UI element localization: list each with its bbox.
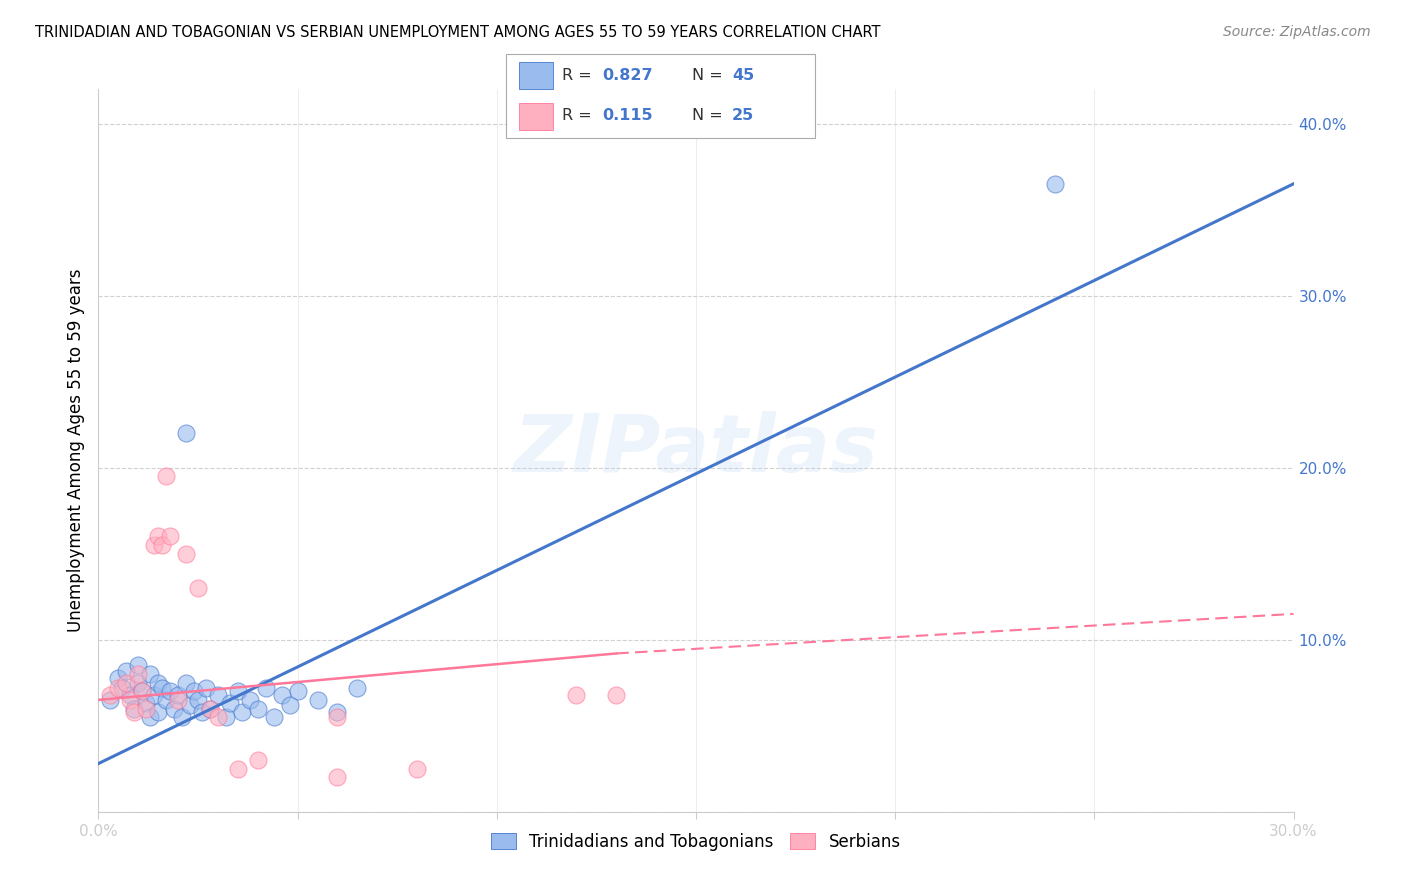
Point [143,688,166,702]
Point [98,693,122,707]
Point [346,681,368,695]
Point [163,701,186,715]
Text: 0.827: 0.827 [602,68,652,83]
Point [139,710,162,724]
Point [159,684,181,698]
Point [179,698,201,712]
Point [246,753,269,767]
Point [1043,177,1066,191]
Point [120,693,142,707]
Text: TRINIDADIAN AND TOBAGONIAN VS SERBIAN UNEMPLOYMENT AMONG AGES 55 TO 59 YEARS COR: TRINIDADIAN AND TOBAGONIAN VS SERBIAN UN… [35,25,880,40]
Point [326,770,349,784]
Point [278,698,301,712]
Point [172,710,194,724]
Point [167,688,190,702]
Point [219,696,242,710]
Point [287,684,309,698]
Point [187,693,209,707]
Point [150,538,173,552]
Point [148,705,170,719]
Point [326,705,349,719]
Point [167,693,190,707]
Point [565,688,588,702]
Point [155,693,177,707]
Point [107,671,129,685]
Point [207,710,229,724]
Point [191,705,214,719]
Point [326,710,349,724]
Point [124,705,146,719]
Text: R =: R = [562,68,596,83]
Point [135,696,157,710]
Point [148,529,170,543]
Y-axis label: Unemployment Among Ages 55 to 59 years: Unemployment Among Ages 55 to 59 years [66,268,84,632]
Point [111,681,134,695]
Point [406,762,429,776]
Text: Source: ZipAtlas.com: Source: ZipAtlas.com [1223,25,1371,39]
Point [127,667,149,681]
Point [195,681,218,695]
FancyBboxPatch shape [506,54,815,138]
Point [307,693,329,707]
Point [174,675,197,690]
Text: ZIPatlas: ZIPatlas [513,411,879,490]
Point [115,664,138,678]
Text: 45: 45 [733,68,754,83]
Text: 0.115: 0.115 [602,108,652,123]
Point [207,688,229,702]
Point [231,705,253,719]
Point [135,701,157,715]
Legend: Trinidadians and Tobagonians, Serbians: Trinidadians and Tobagonians, Serbians [485,826,907,857]
Point [143,538,166,552]
Point [150,681,173,695]
Point [127,658,149,673]
Point [98,688,122,702]
FancyBboxPatch shape [519,103,553,130]
Point [107,681,129,695]
Point [226,762,249,776]
Point [120,688,142,702]
FancyBboxPatch shape [519,62,553,89]
Point [263,710,285,724]
Text: R =: R = [562,108,602,123]
Point [131,684,153,698]
Point [605,688,627,702]
Point [183,684,205,698]
Point [215,710,238,724]
Point [148,675,170,690]
Text: N =: N = [692,108,728,123]
Point [131,684,153,698]
Point [139,667,162,681]
Point [198,701,221,715]
Point [174,426,197,441]
Point [198,701,221,715]
Point [174,547,197,561]
Point [254,681,277,695]
Point [239,693,262,707]
Point [127,675,149,690]
Point [246,701,269,715]
Text: 25: 25 [733,108,754,123]
Text: N =: N = [692,68,728,83]
Point [155,469,177,483]
Point [270,688,292,702]
Point [187,581,209,595]
Point [124,701,146,715]
Point [226,684,249,698]
Point [115,675,138,690]
Point [159,529,181,543]
